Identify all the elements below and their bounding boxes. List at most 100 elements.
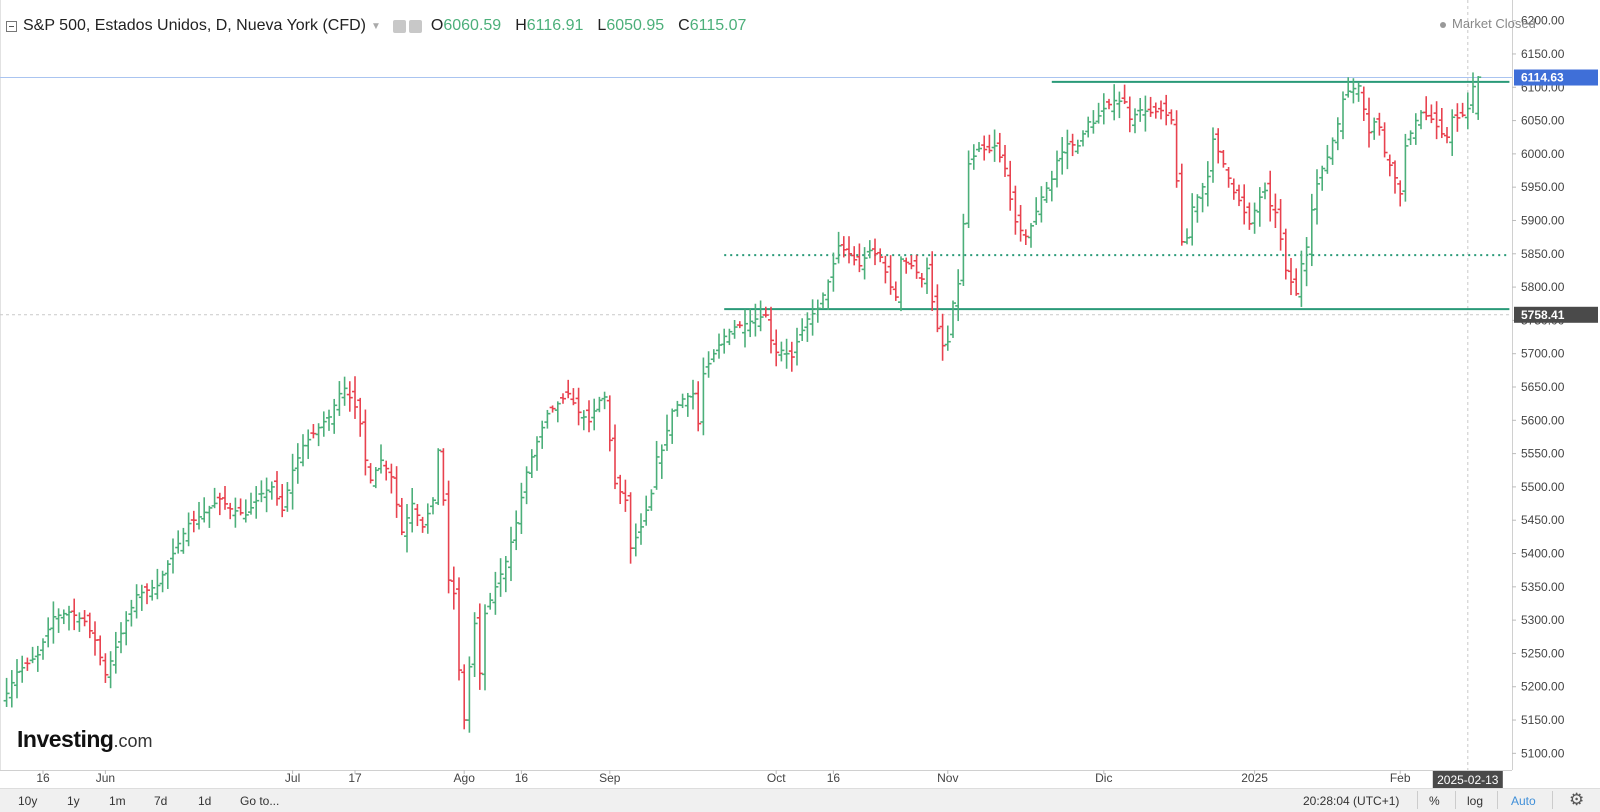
ohlc-bar [128,599,135,627]
ohlc-bar [424,503,431,534]
ohlc-bar [981,135,988,161]
ohlc-bar [1204,161,1211,207]
ohlc-bar [1418,110,1424,130]
ohlc-bar [310,424,317,439]
ohlc-bar [1215,128,1222,164]
ohlc-bar [326,409,332,431]
range-10y-button[interactable]: 10y [18,794,38,808]
ohlc-bar [1168,109,1175,125]
gear-icon[interactable] [408,19,422,33]
ohlc-bar [331,398,338,434]
settings-gear-icon[interactable]: ⚙ [1569,790,1585,809]
x-tick-label: Sep [599,771,621,785]
percent-toggle[interactable]: % [1429,794,1440,808]
goto-button[interactable]: Go to... [240,794,280,808]
ohlc-bar [762,306,769,318]
ohlc-bar [107,651,114,689]
ohlc-bar [76,612,83,632]
log-toggle[interactable]: log [1467,794,1484,808]
ohlc-bar [866,240,873,259]
ohlc-bar [1303,237,1310,287]
chevron-down-icon[interactable]: ▼ [370,20,381,32]
y-tick-label: 5600.00 [1521,413,1565,427]
ohlc-bar [398,497,405,536]
ohlc-bar [170,538,176,574]
ohlc-bar [24,657,31,671]
ohlc-bar [1002,144,1008,177]
ohlc-bar [362,409,369,476]
auto-scale-toggle[interactable]: Auto [1511,794,1536,808]
clock[interactable]: 20:28:04 (UTC+1) [1303,794,1400,808]
ohlc-bar [1173,110,1180,188]
ohlc-bar [450,566,457,610]
x-tick-label: Jun [96,771,115,785]
ohlc-bar [133,584,140,619]
ohlc-bar [1033,197,1040,225]
ohlc-bar [1126,96,1133,133]
range-7d-button[interactable]: 7d [154,794,168,808]
collapse-icon[interactable] [6,20,17,32]
ohlc-bar [939,313,946,361]
range-1m-button[interactable]: 1m [109,794,126,808]
ohlc-bar [14,659,20,699]
instrument-title[interactable]: S&P 500, Estados Unidos, D, Nueva York (… [23,17,366,34]
ohlc-bar [586,400,592,433]
ohlc-bar [606,395,613,452]
ohlc-bar [357,397,364,437]
ohlc-bar [846,236,852,264]
open-label: O [430,17,444,34]
ohlc-bar [435,448,442,506]
ohlc-bar [118,622,124,654]
ohlc-bar [1012,185,1019,235]
ohlc-bar [86,612,93,639]
y-tick-label: 5800.00 [1521,280,1565,294]
ohlc-bar [960,213,967,286]
ohlc-bar [1267,170,1274,222]
y-tick-label: 5150.00 [1521,713,1565,727]
ohlc-bar [1121,84,1128,105]
ohlc-bar [242,499,249,523]
ohlc-bar [580,410,587,431]
ohlc-bar [440,448,447,506]
ohlc-bar [851,246,858,266]
ohlc-bar [268,481,275,500]
market-status-text: Market Closed [1452,16,1536,31]
x-tick-label: 2025 [1241,771,1268,785]
ohlc-bar [55,608,62,633]
ohlc-bar [201,497,208,523]
ohlc-bar [591,398,598,431]
ohlc-bar [996,132,1003,163]
x-tick-label: Feb [1390,771,1411,785]
market-status: Market Closed [1440,16,1536,31]
price-chart[interactable]: 5100.00 5150.00 5200.00 5250.00 5300.00 5350.… [0,0,1600,788]
ohlc-bar [731,320,738,339]
ohlc-bar [352,376,358,419]
ohlc-bar [617,474,624,505]
ohlc-bar [1334,117,1341,151]
ohlc-bar [549,405,556,413]
chart-header: S&P 500, Estados Unidos, D, Nueva York (… [6,14,746,38]
y-tick-label: 5300.00 [1521,613,1565,627]
ohlc-bar [1371,117,1378,140]
ohlc-bar [1069,133,1076,157]
ohlc-bar [794,327,800,366]
ohlc-bar [970,144,977,170]
ohlc-bar [632,523,639,557]
ohlc-bar [1054,150,1060,188]
ohlc-bar [102,653,109,683]
eye-icon[interactable] [392,19,406,33]
ohlc-bar [1132,108,1138,134]
low-label: L [597,17,607,34]
ohlc-bar [1459,102,1466,118]
y-tick-label: 5700.00 [1521,347,1565,361]
ohlc-bar [1189,193,1196,246]
y-tick-label: 5500.00 [1521,480,1565,494]
ohlc-bar [154,568,161,600]
range-1y-button[interactable]: 1y [67,794,80,808]
range-1d-button[interactable]: 1d [198,794,212,808]
ohlc-bar [211,487,218,509]
close-label: C [678,17,690,34]
ohlc-bar [92,621,98,656]
ohlc-bar [679,393,686,409]
ohlc-bar [877,248,884,263]
